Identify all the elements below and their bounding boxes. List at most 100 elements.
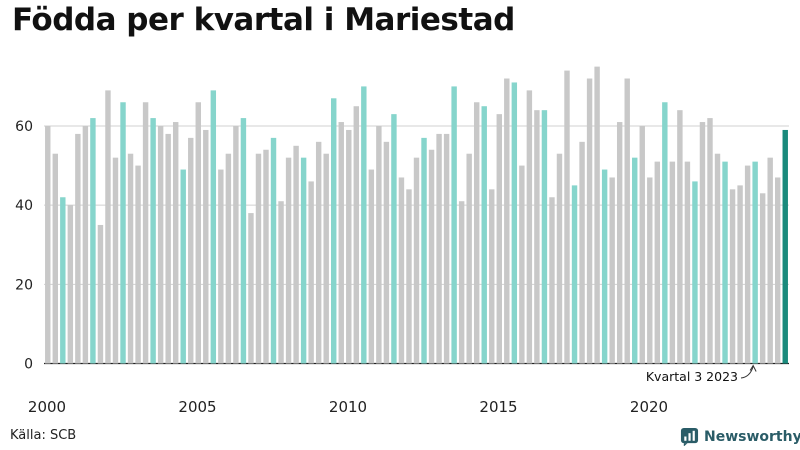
bar — [647, 177, 653, 364]
bar — [744, 165, 751, 364]
bar — [383, 141, 390, 364]
bar — [285, 157, 292, 364]
x-axis-ticks: 2000 2005 2010 2015 2020 — [28, 398, 668, 416]
bar — [601, 169, 608, 364]
bar — [270, 137, 277, 364]
annotation-arrow — [740, 366, 754, 379]
bar — [368, 169, 375, 364]
bar — [526, 90, 533, 364]
bar — [677, 110, 683, 364]
bar — [616, 122, 623, 364]
bar — [729, 189, 736, 364]
bar — [150, 118, 156, 364]
bar — [451, 86, 457, 364]
y-tick-label: 40 — [15, 198, 33, 214]
bar — [406, 189, 412, 364]
bar — [112, 157, 119, 364]
bar — [466, 153, 472, 364]
bar — [699, 122, 706, 364]
bar — [278, 201, 284, 364]
bar — [662, 102, 668, 364]
brand-name: Newsworthy — [704, 428, 800, 445]
bar — [67, 205, 74, 364]
newsworthy-logo-icon — [680, 427, 699, 446]
bar — [639, 126, 645, 364]
bar — [82, 126, 89, 364]
bar — [225, 153, 232, 364]
bar — [609, 177, 615, 364]
bar — [323, 153, 329, 364]
bar — [315, 141, 322, 364]
bar — [240, 118, 247, 364]
bar — [436, 133, 442, 364]
bar — [331, 98, 337, 364]
bar — [767, 157, 773, 364]
chart-title: Födda per kvartal i Mariestad — [12, 2, 515, 38]
bar — [759, 193, 766, 364]
bar — [421, 137, 427, 364]
bar — [586, 78, 593, 364]
bar — [398, 177, 405, 364]
bar — [594, 66, 600, 364]
bar — [218, 169, 224, 364]
annotation-arrowhead — [749, 364, 757, 372]
bar — [632, 157, 638, 364]
bar — [233, 126, 239, 364]
bar — [541, 110, 548, 364]
bar — [775, 177, 781, 364]
bar — [45, 126, 51, 364]
x-tick-label: 2015 — [479, 398, 517, 416]
bar — [579, 141, 585, 364]
bar — [188, 137, 194, 364]
bar — [556, 153, 563, 364]
bar — [428, 149, 435, 364]
bar — [376, 126, 382, 364]
bar — [458, 201, 465, 364]
bar — [338, 122, 344, 364]
bar — [142, 102, 149, 364]
bar — [714, 153, 721, 364]
y-tick-label: 0 — [24, 357, 33, 373]
bar — [195, 102, 201, 364]
bar — [504, 78, 510, 364]
x-tick-label: 2010 — [329, 398, 367, 416]
bar — [75, 133, 81, 364]
bar — [210, 90, 217, 364]
bar — [519, 165, 525, 364]
brand-logo[interactable]: Newsworthy — [680, 427, 800, 446]
bar — [722, 161, 728, 364]
annotation-label: Kvartal 3 2023 — [646, 369, 738, 384]
bar — [443, 133, 450, 364]
bar — [60, 197, 66, 364]
bar — [346, 129, 352, 364]
bar — [737, 185, 743, 364]
bar — [782, 129, 788, 364]
bar — [90, 118, 96, 364]
bar — [172, 122, 179, 364]
bar — [127, 153, 134, 364]
bar — [353, 106, 360, 364]
y-axis-ticks: 0 20 40 60 — [15, 119, 33, 373]
bar — [165, 133, 171, 364]
bar — [489, 189, 495, 364]
bar — [511, 82, 518, 364]
bar — [549, 197, 555, 364]
annotation: Kvartal 3 2023 — [646, 364, 757, 384]
bar — [571, 185, 578, 364]
bar — [120, 102, 126, 364]
bar — [203, 129, 209, 364]
bars — [45, 66, 788, 364]
bar — [97, 224, 104, 364]
x-tick-label: 2000 — [28, 398, 66, 416]
bar — [105, 90, 111, 364]
bar — [255, 153, 262, 364]
bar — [361, 86, 367, 364]
bar — [624, 78, 630, 364]
bar — [308, 181, 314, 364]
source-label: Källa: SCB — [10, 428, 77, 443]
bar — [534, 110, 540, 364]
bar — [248, 213, 254, 364]
bar — [52, 153, 58, 364]
bar — [300, 157, 307, 364]
